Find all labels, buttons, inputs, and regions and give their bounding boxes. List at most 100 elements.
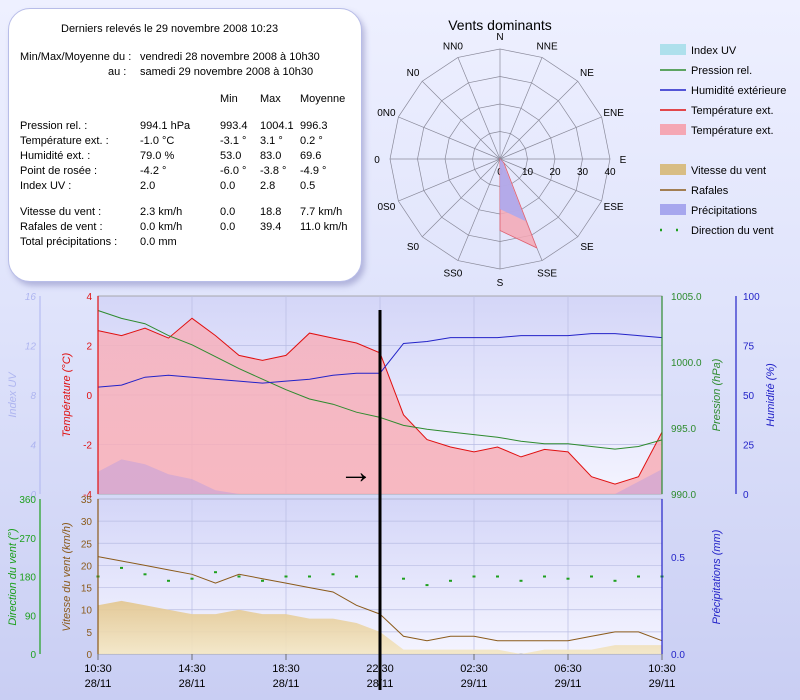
temperature-pressure-humidity-chart: 16 12 8 4 0 Index UV 4 2 0 -2 -4 Température (°C) 10… xyxy=(7,292,777,501)
direction-tick: 90 xyxy=(25,611,37,622)
summary-value: 79.0 % xyxy=(140,150,175,162)
time-cursor[interactable]: → xyxy=(339,310,382,690)
summary-min: 0.0 xyxy=(220,180,236,192)
x-tick-time: 02:30 xyxy=(460,663,488,675)
summary-value: -4.2 ° xyxy=(140,165,167,177)
summary-avg: 7.7 km/h xyxy=(300,206,343,218)
wind-rose-spoke xyxy=(457,57,501,160)
summary-label: Pression rel. : xyxy=(20,120,88,132)
humidity-tick: 100 xyxy=(743,292,760,303)
x-tick-date: 29/11 xyxy=(461,678,488,690)
wind-speed-area xyxy=(98,600,662,654)
wind-rose-tick: 30 xyxy=(577,167,589,178)
pressure-axis-label: Pression (hPa) xyxy=(711,358,723,431)
wind-rose-tick: 20 xyxy=(549,167,561,178)
summary-max: 83.0 xyxy=(260,150,282,162)
arrow-icon: → xyxy=(339,453,373,491)
x-tick-date: 28/11 xyxy=(179,678,206,690)
wind-rose-direction-label: 0S0 xyxy=(378,202,396,213)
temperature-tick: 0 xyxy=(86,391,92,402)
temperature-tick: 2 xyxy=(86,342,92,353)
col-avg-header: Moyenne xyxy=(300,93,346,105)
period-from-value: vendredi 28 novembre 2008 à 10h30 xyxy=(140,51,320,63)
wind-direction-point xyxy=(331,573,335,576)
x-tick-time: 10:30 xyxy=(648,663,676,675)
summary-title: Derniers relevés le 29 novembre 2008 10:… xyxy=(61,23,279,35)
wind-rose-direction-label: 0N0 xyxy=(377,108,396,119)
legend-label: Température ext. xyxy=(691,125,774,137)
summary-label: Rafales de vent : xyxy=(20,221,103,233)
summary-min: 0.0 xyxy=(220,221,236,233)
summary-max: 18.8 xyxy=(260,206,282,218)
summary-label: Température ext. : xyxy=(20,135,109,147)
wind-direction-point xyxy=(590,575,593,578)
temperature-tick: 4 xyxy=(86,292,92,303)
summary-value: 2.0 xyxy=(140,180,156,192)
wind-rose-direction-label: E xyxy=(620,155,627,166)
summary-value: -1.0 °C xyxy=(140,135,175,147)
wind-rose-direction-label: NE xyxy=(580,68,594,79)
speed-tick: 0 xyxy=(86,650,92,661)
x-tick-time: 06:30 xyxy=(554,663,582,675)
legend-label: Pression rel. xyxy=(691,65,752,77)
wind-direction-point xyxy=(637,575,640,578)
summary-min: -3.1 ° xyxy=(220,135,247,147)
wind-direction-point xyxy=(284,575,288,578)
uv-tick: 8 xyxy=(30,391,36,402)
temperature-tick: -4 xyxy=(83,490,92,501)
direction-tick: 180 xyxy=(19,573,36,584)
wind-direction-point xyxy=(543,575,546,578)
uv-tick: 16 xyxy=(25,292,37,303)
wind-rose-direction-label: ENE xyxy=(603,108,624,119)
wind-rose-spoke xyxy=(457,158,501,261)
summary-max: 3.1 ° xyxy=(260,135,283,147)
x-tick-date: 29/11 xyxy=(555,678,582,690)
summary-min: 0.0 xyxy=(220,206,236,218)
col-min-header: Min xyxy=(220,93,238,105)
precip-axis-label: Précipitations (mm) xyxy=(711,529,723,624)
direction-axis-label: Direction du vent (°) xyxy=(7,528,19,626)
wind-direction-point xyxy=(261,579,264,582)
summary-min: 993.4 xyxy=(220,120,248,132)
legend-swatch xyxy=(660,204,686,215)
legend-label: Direction du vent xyxy=(691,225,774,237)
wind-rose-direction-label: SE xyxy=(580,242,594,253)
summary-value: 2.3 km/h xyxy=(140,206,183,218)
wind-rose-direction-label: NNE xyxy=(537,41,558,52)
period-to-value: samedi 29 novembre 2008 à 10h30 xyxy=(140,66,314,78)
speed-tick: 10 xyxy=(81,606,93,617)
x-tick-date: 28/11 xyxy=(85,678,112,690)
wind-rose-direction-label: 0 xyxy=(374,155,380,166)
summary-avg: 0.5 xyxy=(300,180,316,192)
summary-label: Vitesse du vent : xyxy=(20,206,102,218)
humidity-tick: 75 xyxy=(743,342,755,353)
uv-tick: 0 xyxy=(30,490,36,501)
summary-max: 1004.1 xyxy=(260,120,294,132)
summary-avg: -4.9 ° xyxy=(300,165,327,177)
precip-tick: 0.0 xyxy=(671,650,685,661)
wind-rose-spoke xyxy=(398,158,501,202)
wind-direction-point xyxy=(472,575,476,578)
legend-label: Température ext. xyxy=(691,105,774,117)
period-from-label: Min/Max/Moyenne du : xyxy=(20,51,132,63)
summary-value: 0.0 mm xyxy=(140,236,177,248)
wind-direction-point xyxy=(449,579,452,582)
summary-card: Derniers relevés le 29 novembre 2008 10:… xyxy=(8,8,362,282)
x-tick-time: 18:30 xyxy=(272,663,300,675)
precip-tick: 0.5 xyxy=(671,553,685,564)
direction-tick: 360 xyxy=(19,495,36,506)
chart-legend: Index UV Pression rel. Humidité extérieure… xyxy=(660,44,786,237)
wind-rose-title: Vents dominants xyxy=(448,17,552,33)
uv-tick: 12 xyxy=(25,342,37,353)
summary-label: Point de rosée : xyxy=(20,165,98,177)
wind-direction-point xyxy=(167,579,170,582)
humidity-tick: 25 xyxy=(743,441,755,452)
summary-label: Humidité ext. : xyxy=(20,150,91,162)
wind-precipitation-chart: 360 270 180 90 0 Direction du vent (°) 35 30 25 2… xyxy=(7,495,723,661)
speed-tick: 5 xyxy=(86,628,92,639)
legend-label: Index UV xyxy=(691,45,737,57)
wind-direction-point xyxy=(214,571,217,574)
period-to-label: au : xyxy=(108,66,127,78)
wind-rose-spoke xyxy=(398,116,501,160)
